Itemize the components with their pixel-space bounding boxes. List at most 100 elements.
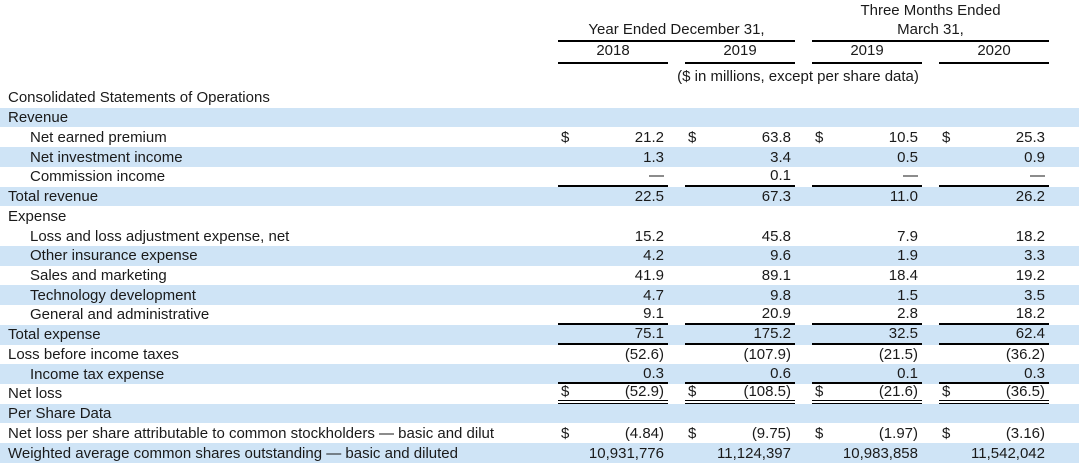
value-cell: 3.3	[939, 246, 1049, 266]
table-row: Weighted average common shares outstandi…	[0, 443, 1079, 463]
table-row: Net investment income 1.3 3.4 0.5 0.9	[0, 147, 1079, 167]
value-cell: $ 21.2	[558, 127, 668, 147]
value-cell: 4.7	[558, 285, 668, 305]
left-group-title: Year Ended December 31,	[558, 20, 795, 42]
cell-value: 15.2	[634, 227, 664, 245]
row-label: Loss before income taxes	[8, 345, 179, 363]
value-cell	[939, 88, 1049, 108]
dollar-sign: $	[815, 383, 824, 401]
dollar-sign: $	[942, 383, 951, 401]
value-cell: 0.1	[685, 167, 795, 187]
cell-value: (3.16)	[1005, 424, 1045, 442]
value-cell: 19.2	[939, 266, 1049, 286]
column-header-year: 2019	[685, 41, 795, 64]
row-label: Total revenue	[8, 188, 99, 206]
dollar-sign: $	[815, 128, 824, 146]
value-cell: 1.9	[812, 246, 922, 266]
value-cell: $ (21.6)	[812, 383, 922, 404]
row-label: Other insurance expense	[30, 247, 198, 265]
cell-value: 11.0	[889, 188, 918, 206]
dollar-sign: $	[561, 383, 570, 401]
column-header-year: 2019	[812, 41, 922, 64]
value-cell: 75.1	[558, 325, 668, 345]
value-cell: $ (3.16)	[939, 423, 1049, 443]
table-row: Commission income — 0.1 — —	[0, 167, 1079, 187]
table-row: Other insurance expense 4.2 9.6 1.9 3.3	[0, 245, 1079, 266]
dollar-sign: $	[688, 383, 697, 401]
table-header: Three Months Ended Year Ended December 3…	[0, 0, 1079, 88]
value-cell: 0.9	[939, 147, 1049, 167]
cell-value: (107.9)	[743, 345, 791, 363]
row-label: Net earned premium	[30, 128, 167, 146]
cell-value: 75.1	[634, 325, 664, 343]
cell-value: 18.2	[1015, 227, 1045, 245]
value-cell: 18.2	[939, 226, 1049, 246]
cell-value: (1.97)	[878, 424, 918, 442]
cell-value: (36.5)	[1005, 383, 1045, 401]
cell-value: 4.2	[643, 247, 664, 265]
value-cell: —	[558, 167, 668, 187]
dollar-sign: $	[561, 128, 570, 146]
value-cell: 0.3	[558, 364, 668, 385]
value-cell: (107.9)	[685, 345, 795, 365]
value-cell	[558, 108, 668, 128]
value-cell	[558, 206, 668, 226]
dollar-sign: $	[942, 128, 951, 146]
dollar-sign: $	[942, 424, 951, 442]
cell-value: 11,124,397	[717, 444, 791, 462]
value-cell	[685, 88, 795, 108]
cell-value: 20.9	[761, 305, 791, 323]
table-row: Sales and marketing 41.9 89.1 18.4 19.2	[0, 266, 1079, 286]
table-row: Technology development 4.7 9.8 1.5 3.5	[0, 285, 1079, 306]
cell-value: (36.2)	[1005, 345, 1045, 363]
row-label: Net loss per share attributable to commo…	[8, 424, 495, 442]
cell-value: 1.5	[897, 286, 918, 304]
value-cell: 1.5	[812, 285, 922, 305]
header-row-group-top: Three Months Ended	[0, 0, 1049, 20]
cell-value: 1.3	[643, 148, 664, 166]
cell-value: 0.1	[897, 364, 918, 382]
value-cell: 67.3	[685, 187, 795, 207]
cell-value: 1.9	[897, 247, 918, 265]
value-cell: $ 63.8	[685, 127, 795, 147]
value-cell	[939, 404, 1049, 424]
row-label: Consolidated Statements of Operations	[8, 89, 270, 107]
cell-value: 9.6	[770, 247, 791, 265]
cell-value: —	[649, 167, 664, 185]
table-row: Total expense 75.1 175.2 32.5 62.4	[0, 324, 1079, 345]
cell-value: 10.5	[888, 128, 918, 146]
row-label: Loss and loss adjustment expense, net	[30, 227, 290, 245]
table-row: General and administrative 9.1 20.9 2.8 …	[0, 305, 1079, 325]
value-cell: 175.2	[685, 325, 795, 345]
cell-value: 18.4	[888, 266, 918, 284]
cell-value: 19.2	[1015, 266, 1045, 284]
value-cell: 18.4	[812, 266, 922, 286]
dollar-sign: $	[688, 424, 697, 442]
value-cell: $ (1.97)	[812, 423, 922, 443]
cell-value: 11,542,042	[971, 444, 1045, 462]
value-cell: $ (52.9)	[558, 383, 668, 404]
right-group-title-line1: Three Months Ended	[860, 2, 1001, 19]
value-cell: 1.3	[558, 147, 668, 167]
value-cell: 0.6	[685, 364, 795, 385]
cell-value: (52.9)	[624, 383, 664, 401]
table-row: Income tax expense 0.3 0.6 0.1 0.3	[0, 364, 1079, 385]
value-cell: 11,124,397	[685, 443, 795, 463]
value-cell: 4.2	[558, 246, 668, 266]
value-cell	[558, 404, 668, 424]
row-label: Commission income	[30, 168, 166, 186]
row-label: Total expense	[8, 326, 101, 344]
header-row-units: ($ in millions, except per share data)	[0, 64, 1049, 88]
table-row: Net earned premium $ 21.2 $ 63.8 $ 10.5 …	[0, 127, 1079, 147]
value-cell: (36.2)	[939, 345, 1049, 365]
cell-value: 0.1	[770, 167, 791, 185]
value-cell: 41.9	[558, 266, 668, 286]
value-cell: $ 25.3	[939, 127, 1049, 147]
value-cell: (52.6)	[558, 345, 668, 365]
value-cell: 0.5	[812, 147, 922, 167]
table-row: Consolidated Statements of Operations	[0, 88, 1079, 108]
value-cell: (21.5)	[812, 345, 922, 365]
value-cell	[812, 206, 922, 226]
cell-value: 175.2	[753, 325, 791, 343]
table-body: Consolidated Statements of Operations Re…	[0, 88, 1079, 463]
